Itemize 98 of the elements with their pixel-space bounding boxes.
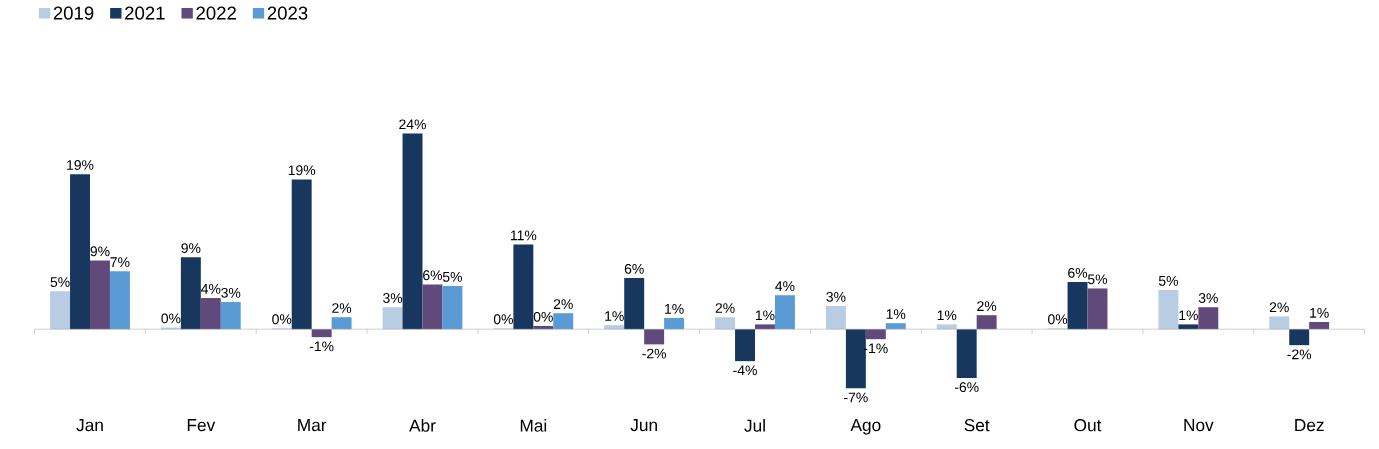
bar — [442, 285, 463, 329]
data-label: 0% — [1048, 314, 1068, 324]
data-label: 1% — [665, 303, 684, 314]
x-tick-label: Fev — [187, 418, 216, 431]
bar — [180, 257, 201, 329]
legend-label: 2022 — [196, 6, 236, 20]
x-tick-label: Set — [964, 418, 990, 432]
data-label: -1% — [309, 341, 334, 351]
data-label: 4% — [201, 283, 221, 294]
data-label: 7% — [110, 257, 130, 267]
data-label: 6% — [423, 270, 443, 280]
bar — [1289, 328, 1310, 345]
data-label: 3% — [383, 292, 403, 303]
x-tick-label: Mai — [520, 418, 547, 432]
data-label: -4% — [733, 365, 757, 375]
data-label: -6% — [954, 381, 979, 392]
data-label: 5% — [442, 271, 462, 282]
legend-label: 2023 — [267, 6, 308, 20]
data-label: -7% — [844, 392, 868, 403]
data-label: 3% — [826, 291, 846, 302]
data-label: 1% — [755, 310, 775, 320]
data-label: 9% — [90, 246, 110, 257]
bar — [402, 133, 423, 329]
x-tick-label: Jan — [76, 418, 103, 431]
data-label: 1% — [1310, 307, 1329, 318]
data-label: 1% — [937, 310, 957, 320]
data-label: 3% — [1198, 292, 1218, 303]
data-label: 1% — [1179, 310, 1198, 320]
bar — [604, 324, 625, 329]
data-label: 0% — [272, 314, 292, 324]
data-label: 24% — [399, 119, 426, 129]
x-tick-label: Jun — [630, 418, 657, 431]
x-tick-label: Mar — [298, 418, 327, 431]
data-label: -2% — [642, 348, 667, 359]
data-label: 1% — [886, 308, 906, 319]
data-label: 5% — [1158, 275, 1178, 286]
data-label: 6% — [1068, 267, 1088, 278]
bar — [735, 328, 755, 361]
data-label: 6% — [624, 263, 644, 274]
x-tick-label: Dez — [1295, 418, 1324, 431]
bar — [70, 173, 90, 329]
legend-label: 2021 — [125, 6, 165, 20]
bar — [382, 307, 403, 329]
bar — [1158, 289, 1179, 329]
x-tick-label: Ago — [850, 418, 881, 435]
bar — [1087, 288, 1108, 329]
data-label: 3% — [221, 287, 241, 298]
bar — [845, 328, 866, 389]
data-label: 1% — [605, 310, 624, 321]
bar — [624, 277, 645, 329]
data-label: 0% — [493, 314, 513, 324]
data-label: 9% — [181, 242, 201, 253]
bar — [533, 325, 554, 329]
data-label: 11% — [510, 230, 537, 241]
bar — [1269, 316, 1290, 329]
data-label: 5% — [50, 276, 70, 287]
bar — [936, 324, 957, 329]
data-label: 2% — [977, 300, 997, 311]
data-label: 2% — [553, 298, 573, 309]
bar — [553, 313, 574, 329]
bar — [1178, 324, 1199, 329]
data-label: -2% — [1287, 349, 1312, 360]
bar — [755, 324, 775, 329]
bar — [1067, 281, 1088, 329]
x-tick-label: Jul — [744, 418, 765, 432]
bar — [200, 297, 221, 329]
bar — [422, 284, 443, 329]
bar — [291, 179, 312, 329]
bar — [1309, 321, 1330, 329]
bar — [774, 295, 795, 329]
data-label: 0% — [533, 311, 553, 322]
data-label: 2% — [1269, 302, 1289, 312]
bar — [331, 317, 352, 329]
x-tick-label: Nov — [1184, 418, 1214, 431]
bar — [976, 315, 997, 329]
legend-label: 2019 — [53, 6, 94, 20]
bar — [825, 305, 846, 329]
data-label: 5% — [1087, 274, 1108, 284]
bar — [715, 317, 736, 329]
data-label: 2% — [715, 302, 735, 313]
bar — [1198, 307, 1219, 329]
bar — [89, 260, 110, 329]
bar — [885, 323, 906, 329]
x-tick-label: Abr — [409, 418, 436, 432]
data-label: 2% — [332, 302, 352, 313]
bar — [956, 328, 977, 378]
bar — [220, 301, 241, 329]
data-label: 19% — [288, 165, 316, 175]
bar — [865, 328, 886, 339]
data-label: 4% — [775, 281, 795, 291]
bar — [109, 271, 130, 329]
bar — [664, 317, 685, 329]
data-label: 19% — [67, 159, 94, 170]
bar — [50, 291, 71, 329]
x-tick-label: Out — [1074, 418, 1102, 432]
data-label: 0% — [161, 313, 181, 324]
bar — [513, 244, 534, 329]
bar — [644, 328, 665, 345]
